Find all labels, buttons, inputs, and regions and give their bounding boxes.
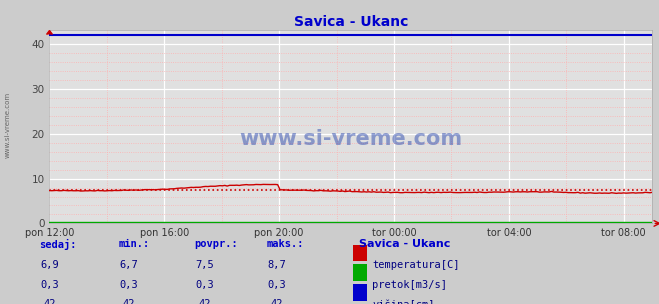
Text: 42: 42 (123, 299, 134, 304)
Text: 0,3: 0,3 (195, 280, 214, 290)
Text: 0,3: 0,3 (40, 280, 59, 290)
Text: 6,9: 6,9 (40, 260, 59, 270)
Text: Savica - Ukanc: Savica - Ukanc (359, 239, 451, 249)
Text: 42: 42 (271, 299, 283, 304)
Text: 42: 42 (198, 299, 210, 304)
Text: www.si-vreme.com: www.si-vreme.com (5, 92, 11, 158)
Text: 0,3: 0,3 (268, 280, 286, 290)
Text: maks.:: maks.: (267, 239, 304, 249)
Text: 8,7: 8,7 (268, 260, 286, 270)
Text: sedaj:: sedaj: (40, 239, 77, 250)
Text: povpr.:: povpr.: (194, 239, 238, 249)
Text: 7,5: 7,5 (195, 260, 214, 270)
Text: temperatura[C]: temperatura[C] (372, 260, 460, 270)
Text: www.si-vreme.com: www.si-vreme.com (239, 129, 463, 148)
Text: min.:: min.: (119, 239, 150, 249)
Title: Savica - Ukanc: Savica - Ukanc (294, 15, 408, 29)
Text: pretok[m3/s]: pretok[m3/s] (372, 280, 447, 290)
Text: višina[cm]: višina[cm] (372, 299, 435, 304)
Text: 42: 42 (43, 299, 55, 304)
Text: 0,3: 0,3 (119, 280, 138, 290)
Text: 6,7: 6,7 (119, 260, 138, 270)
